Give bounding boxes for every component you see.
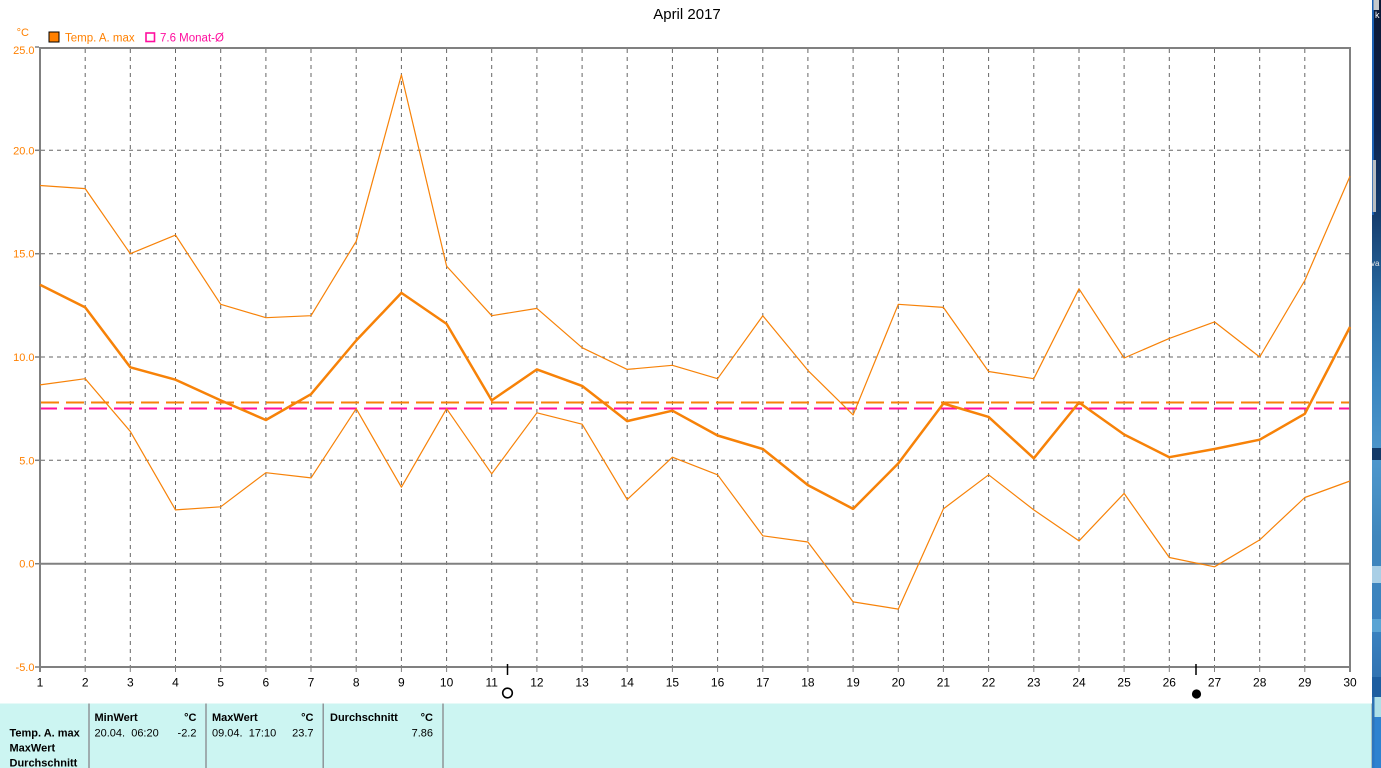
svg-text:09.04. 17:10: 09.04. 17:10 xyxy=(212,728,276,740)
svg-text:7: 7 xyxy=(308,676,315,690)
svg-text:°C: °C xyxy=(421,712,433,724)
svg-text:29: 29 xyxy=(1298,676,1312,690)
svg-text:10: 10 xyxy=(440,676,454,690)
svg-text:17: 17 xyxy=(756,676,770,690)
svg-text:10.0: 10.0 xyxy=(13,352,34,364)
svg-text:MinWert: MinWert xyxy=(95,712,139,724)
svg-text:Temp. A. max: Temp. A. max xyxy=(10,728,81,740)
svg-text:15: 15 xyxy=(666,676,680,690)
svg-text:April 2017: April 2017 xyxy=(653,6,721,23)
svg-text:0.0: 0.0 xyxy=(19,559,34,571)
svg-text:5.0: 5.0 xyxy=(19,455,34,467)
svg-text:21: 21 xyxy=(937,676,951,690)
svg-text:23.7: 23.7 xyxy=(292,728,313,740)
svg-text:19: 19 xyxy=(846,676,860,690)
svg-text:k: k xyxy=(1375,10,1380,20)
svg-text:-2.2: -2.2 xyxy=(178,728,197,740)
svg-text:23: 23 xyxy=(1027,676,1041,690)
svg-text:5: 5 xyxy=(217,676,224,690)
svg-text:1: 1 xyxy=(37,676,44,690)
svg-text:°C: °C xyxy=(184,712,196,724)
svg-text:13: 13 xyxy=(575,676,589,690)
svg-text:MaxWert: MaxWert xyxy=(212,712,258,724)
svg-text:28: 28 xyxy=(1253,676,1267,690)
svg-text:9: 9 xyxy=(398,676,405,690)
svg-text:24: 24 xyxy=(1072,676,1086,690)
svg-text:°C: °C xyxy=(17,27,29,39)
svg-text:2: 2 xyxy=(82,676,89,690)
svg-text:15.0: 15.0 xyxy=(13,249,34,261)
svg-text:8: 8 xyxy=(353,676,360,690)
svg-text:MaxWert: MaxWert xyxy=(10,743,56,755)
svg-text:22: 22 xyxy=(982,676,996,690)
svg-text:7.6 Monat-Ø: 7.6 Monat-Ø xyxy=(160,33,224,45)
svg-text:Temp. A. max: Temp. A. max xyxy=(65,33,135,45)
svg-text:4: 4 xyxy=(172,676,179,690)
svg-text:18: 18 xyxy=(801,676,815,690)
svg-text:Durchschnitt: Durchschnitt xyxy=(330,712,398,724)
svg-text:30: 30 xyxy=(1343,676,1357,690)
svg-text:20.0: 20.0 xyxy=(13,145,34,157)
svg-text:3: 3 xyxy=(127,676,134,690)
svg-text:12: 12 xyxy=(530,676,544,690)
svg-text:20.04. 06:20: 20.04. 06:20 xyxy=(95,728,159,740)
svg-text:11: 11 xyxy=(485,676,498,690)
svg-text:20: 20 xyxy=(892,676,906,690)
svg-text:27: 27 xyxy=(1208,676,1222,690)
svg-text:°C: °C xyxy=(301,712,313,724)
svg-text:14: 14 xyxy=(621,676,635,690)
svg-text:16: 16 xyxy=(711,676,725,690)
svg-text:25: 25 xyxy=(1117,676,1131,690)
svg-text:26: 26 xyxy=(1163,676,1177,690)
svg-text:25.0: 25.0 xyxy=(13,45,34,57)
svg-text:6: 6 xyxy=(263,676,270,690)
svg-text:Durchschnitt: Durchschnitt xyxy=(10,758,78,768)
svg-text:7.86: 7.86 xyxy=(412,728,433,740)
svg-text:-5.0: -5.0 xyxy=(16,662,35,674)
svg-text:va: va xyxy=(1371,259,1380,268)
